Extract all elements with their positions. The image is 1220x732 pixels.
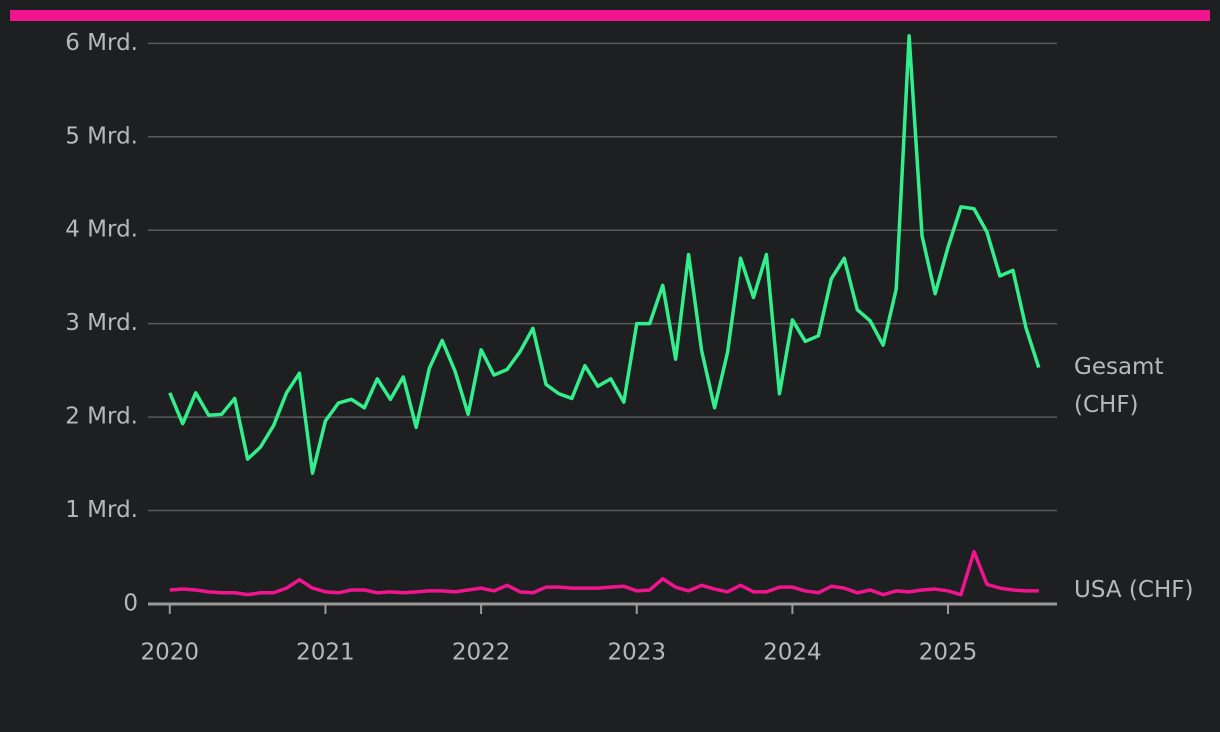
y-tick-label: 4 Mrd.: [65, 217, 138, 243]
series-line: [169, 549, 1039, 597]
top-accent-bar: [10, 10, 1210, 21]
x-tick-label: 2021: [296, 640, 355, 666]
y-tick-label: 0: [123, 591, 138, 617]
legend-label: Gesamt (CHF): [1074, 353, 1164, 418]
legend-label: USA (CHF): [1074, 576, 1194, 603]
x-tick-label: 2023: [607, 640, 666, 666]
series-line: [168, 34, 1041, 475]
x-tick-label: 2022: [452, 640, 511, 666]
y-tick-label: 6 Mrd.: [65, 30, 138, 56]
x-tick-label: 2025: [919, 640, 978, 666]
y-tick-label: 3 Mrd.: [65, 310, 138, 336]
y-tick-label: 2 Mrd.: [65, 404, 138, 430]
x-tick-label: 2024: [763, 640, 822, 666]
x-tick-label: 2020: [141, 640, 200, 666]
y-tick-label: 1 Mrd.: [65, 497, 138, 523]
y-tick-label: 5 Mrd.: [65, 123, 138, 149]
